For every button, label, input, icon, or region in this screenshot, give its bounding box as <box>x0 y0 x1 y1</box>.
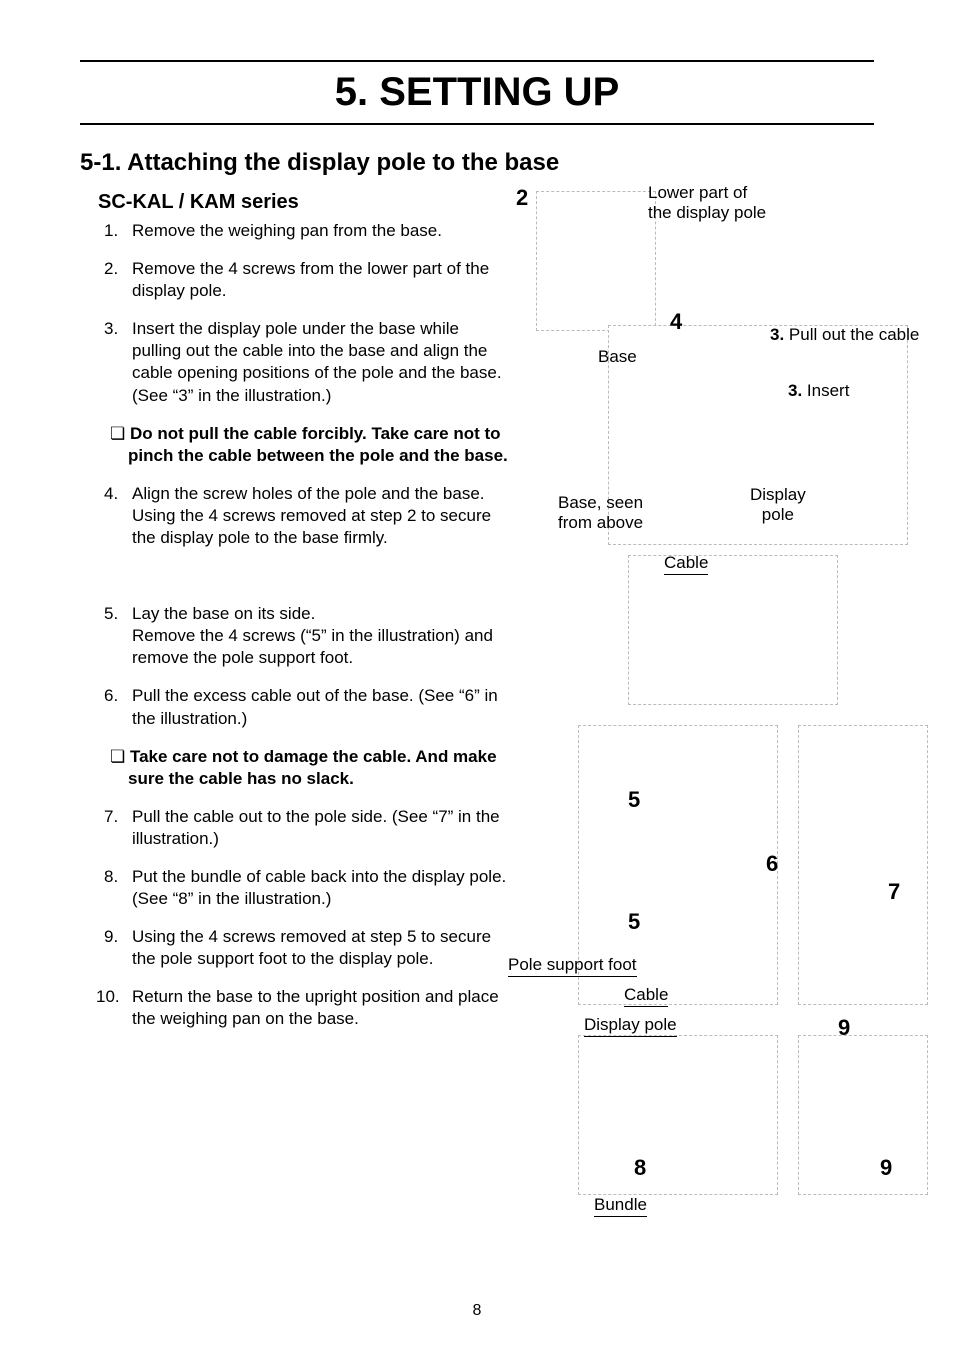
steps-list: 4. Align the screw holes of the pole and … <box>80 483 510 730</box>
bottom-rule <box>80 123 874 125</box>
callout-display-pole: Display pole <box>750 485 806 525</box>
chapter-title: 5. SETTING UP <box>80 70 874 115</box>
callout-3a-num: 3. <box>770 325 784 344</box>
step-text: Align the screw holes of the pole and th… <box>132 484 491 547</box>
step-text: Put the bundle of cable back into the di… <box>132 867 506 908</box>
callout-2: 2 <box>516 185 528 211</box>
callout-8: 8 <box>634 1155 646 1181</box>
art-bottom-left <box>578 1035 778 1195</box>
step-text: Insert the display pole under the base w… <box>132 319 502 404</box>
callout-display-pole2: Display pole <box>584 1015 677 1037</box>
art-bottom-right <box>798 1035 928 1195</box>
step-1: 1.Remove the weighing pan from the base. <box>132 220 510 242</box>
callout-cable-top: Cable <box>664 553 708 575</box>
art-side-right <box>798 725 928 1005</box>
step-4: 4.Align the screw holes of the pole and … <box>132 483 510 549</box>
step-text: Remove the weighing pan from the base. <box>132 221 442 240</box>
step-number: 9. <box>104 926 118 948</box>
note-after-6: Take care not to damage the cable. And m… <box>110 746 510 790</box>
step-number: 6. <box>104 685 118 707</box>
callout-3-insert: 3. Insert <box>788 381 849 401</box>
section-title: 5-1. Attaching the display pole to the b… <box>80 149 874 177</box>
figure-column: 2 Lower part of the display pole 4 3. Pu… <box>510 185 874 1225</box>
top-rule <box>80 60 874 62</box>
step-text: Pull the excess cable out of the base. (… <box>132 686 498 727</box>
step-text: Return the base to the upright position … <box>132 987 499 1028</box>
steps-list: 7. Pull the cable out to the pole side. (… <box>80 806 510 1031</box>
step-number: 2. <box>104 258 118 280</box>
assembly-figure: 2 Lower part of the display pole 4 3. Pu… <box>518 185 874 1225</box>
step-text: Using the 4 screws removed at step 5 to … <box>132 927 491 968</box>
step-3: 3.Insert the display pole under the base… <box>132 318 510 406</box>
callout-4: 4 <box>670 309 682 335</box>
art-base-above <box>628 555 838 705</box>
callout-base-seen: Base, seen from above <box>558 493 643 533</box>
callout-3b-num: 3. <box>788 381 802 400</box>
callout-bundle: Bundle <box>594 1195 647 1217</box>
step-text: Pull the cable out to the pole side. (Se… <box>132 807 500 848</box>
content-row: SC-KAL / KAM series 1.Remove the weighin… <box>80 185 874 1225</box>
text-column: SC-KAL / KAM series 1.Remove the weighin… <box>80 185 510 1225</box>
callout-base: Base <box>598 347 637 367</box>
callout-display-pole2-text: Display pole <box>584 1015 677 1037</box>
step-10: 10.Return the base to the upright positi… <box>132 986 510 1030</box>
callout-cable-mid: Cable <box>624 985 668 1007</box>
step-number: 4. <box>104 483 118 505</box>
callout-9a: 9 <box>838 1015 850 1041</box>
callout-pole-support: Pole support foot <box>508 955 637 977</box>
callout-bundle-text: Bundle <box>594 1195 647 1217</box>
callout-cable-top-text: Cable <box>664 553 708 575</box>
callout-7: 7 <box>888 879 900 905</box>
callout-lower-part: Lower part of the display pole <box>648 183 766 223</box>
callout-6: 6 <box>766 851 778 877</box>
callout-pole-support-text: Pole support foot <box>508 955 637 977</box>
callout-5a: 5 <box>628 787 640 813</box>
step-number: 8. <box>104 866 118 888</box>
callout-5b: 5 <box>628 909 640 935</box>
step-number: 1. <box>104 220 118 242</box>
step-7: 7.Pull the cable out to the pole side. (… <box>132 806 510 850</box>
step-6: 6.Pull the excess cable out of the base.… <box>132 685 510 729</box>
callout-pull-text: Pull out the cable <box>789 325 919 344</box>
step-8: 8.Put the bundle of cable back into the … <box>132 866 510 910</box>
steps-list: 1.Remove the weighing pan from the base.… <box>80 220 510 407</box>
step-text: Remove the 4 screws from the lower part … <box>132 259 489 300</box>
note-after-3: Do not pull the cable forcibly. Take car… <box>110 423 510 467</box>
series-title: SC-KAL / KAM series <box>98 191 510 214</box>
step-number: 10. <box>96 986 120 1008</box>
art-pole-top <box>536 191 656 331</box>
step-text: Lay the base on its side. Remove the 4 s… <box>132 604 493 667</box>
step-number: 3. <box>104 318 118 340</box>
step-number: 7. <box>104 806 118 828</box>
callout-insert-text: Insert <box>807 381 850 400</box>
page-number: 8 <box>0 1302 954 1320</box>
step-5: 5.Lay the base on its side. Remove the 4… <box>132 603 510 669</box>
step-9: 9.Using the 4 screws removed at step 5 t… <box>132 926 510 970</box>
step-2: 2.Remove the 4 screws from the lower par… <box>132 258 510 302</box>
step-number: 5. <box>104 603 118 625</box>
callout-3-pull: 3. Pull out the cable <box>770 325 919 345</box>
callout-9b: 9 <box>880 1155 892 1181</box>
callout-cable-mid-text: Cable <box>624 985 668 1007</box>
